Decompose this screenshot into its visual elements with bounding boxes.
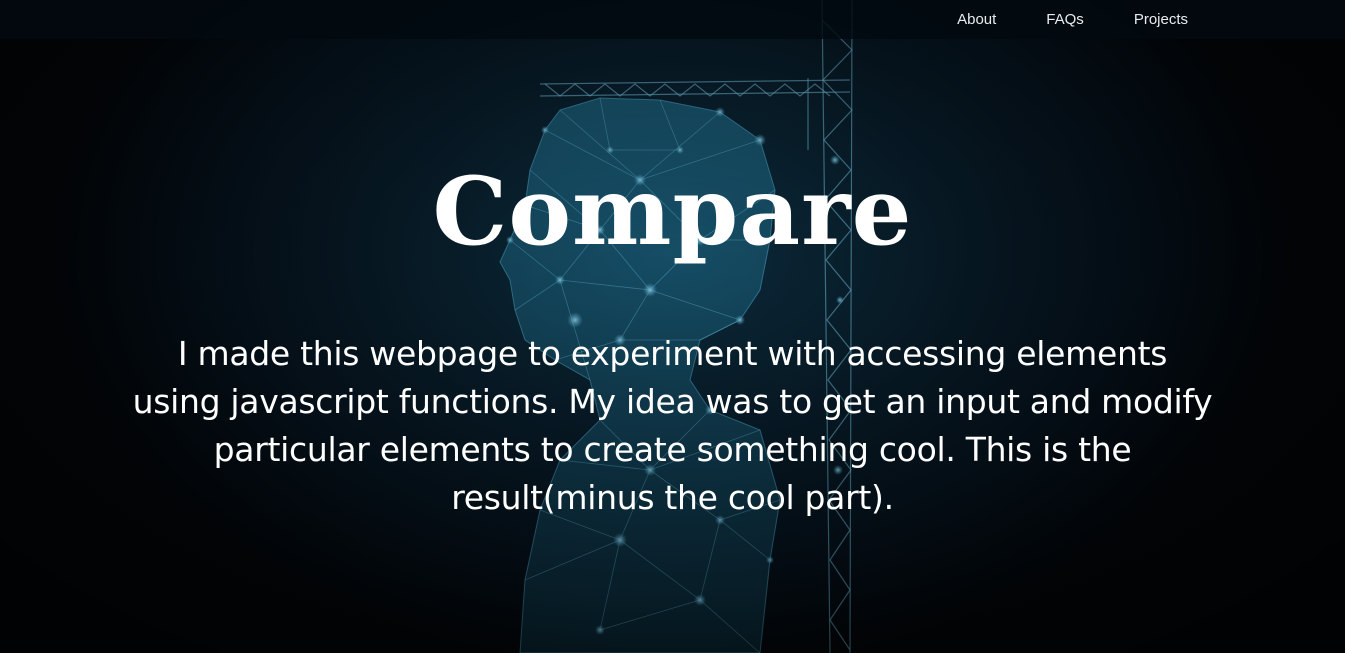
nav-link-projects[interactable]: Projects [1133,11,1188,28]
hero-title: Compare [432,157,913,267]
nav-link-about[interactable]: About [957,11,997,28]
top-navbar: About FAQs Projects [0,0,1345,39]
nav-link-faqs[interactable]: FAQs [1046,11,1084,28]
hero-description: I made this webpage to experiment with a… [132,334,1213,517]
nav-links: About FAQs Projects [957,0,1188,39]
